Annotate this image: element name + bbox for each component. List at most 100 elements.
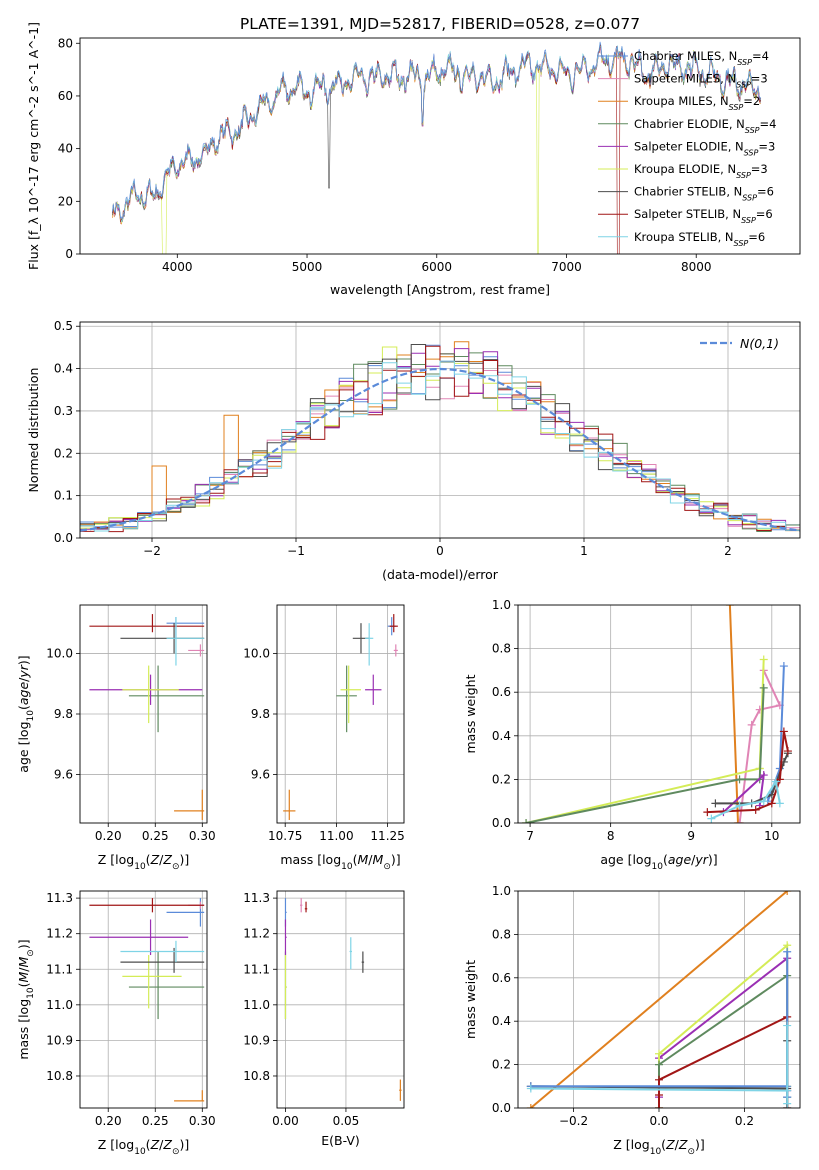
axes-frame — [276, 890, 405, 1109]
weight-marker-chabrier_elodie — [522, 819, 531, 823]
x-tick-label: 0.25 — [142, 1114, 169, 1128]
weight-marker-salpeter_stelib — [655, 1090, 663, 1099]
weight-line-chabrier_elodie — [525, 687, 765, 823]
errorbar-kroupa_elodie — [284, 955, 287, 1020]
label-part: ( — [16, 983, 31, 988]
errorbar-salpeter_miles — [299, 898, 303, 913]
weight-marker-kroupa_stelib — [783, 1099, 792, 1108]
weight-line-kroupa_stelib — [530, 1025, 789, 1104]
y-tick-label: 9.6 — [251, 768, 270, 782]
legend-text: Kroupa MILES, N — [634, 94, 729, 108]
x-tick-label: 0.30 — [189, 829, 216, 843]
label-part: 10 — [134, 1147, 146, 1157]
weight-marker-kroupa_miles — [733, 819, 742, 823]
x-tick-label: 5000 — [292, 260, 323, 274]
label-part: )] — [708, 852, 718, 867]
label-part: age — [668, 852, 692, 867]
errorbar-kroupa_stelib — [365, 623, 374, 666]
weight-marker-chabrier_elodie — [735, 775, 744, 784]
label-part: Z — [665, 1137, 675, 1152]
label-part: 10 — [26, 987, 36, 999]
axes-frame — [79, 37, 801, 255]
label-part: )] — [391, 852, 401, 867]
y-axis-label: mass weight — [463, 960, 478, 1039]
y-tick-label: 10.0 — [46, 646, 73, 660]
y-tick-label: 11.1 — [243, 962, 270, 976]
legend-label-chabrier_miles: Chabrier MILES, NSSP=4 — [634, 49, 769, 67]
y-tick-label: 11.2 — [243, 927, 270, 941]
label-part: ⊙ — [687, 1147, 695, 1157]
label-part: ( — [661, 1137, 666, 1152]
y-tick-label: 10.9 — [46, 1033, 73, 1047]
weight-marker-chabrier_elodie — [759, 683, 768, 692]
errorbar-salpeter_miles — [393, 644, 398, 657]
y-tick-label: 0.4 — [492, 729, 511, 743]
errorbar-kroupa_elodie — [122, 955, 182, 1009]
legend-text: Salpeter MILES, N — [634, 72, 736, 86]
legend-sub: SSP — [729, 103, 744, 112]
x-axis-label-ebv: E(B-V) — [321, 1133, 360, 1148]
label-part: / — [159, 1137, 164, 1152]
errorbar-kroupa_miles — [174, 1090, 205, 1102]
errorbar-salpeter_stelib — [389, 614, 398, 633]
ticks: −2 −1 0 1 2 0.0 0.1 0.2 0.3 0.4 0.5 — [54, 319, 732, 558]
legend-label-kroupa_elodie: Kroupa ELODIE, NSSP=3 — [634, 162, 768, 180]
y-tick-label: 10.8 — [243, 1069, 270, 1083]
errorbar-chabrier_miles — [166, 898, 205, 927]
legend-label-chabrier_stelib: Chabrier STELIB, NSSP=6 — [634, 185, 774, 203]
weight-marker-salpeter_stelib — [775, 775, 784, 784]
weight-line-kroupa_miles — [728, 605, 740, 823]
y-axis-label: mass weight — [463, 674, 478, 753]
label-part: yr — [16, 664, 31, 678]
label-part: / — [691, 852, 696, 867]
label-part: Z [log — [98, 852, 134, 867]
label-part: ( — [146, 1137, 151, 1152]
legend-sub: SSP — [736, 80, 751, 89]
errorbar-chabrier_elodie — [128, 665, 205, 733]
errorbar-chabrier_elodie — [336, 665, 357, 733]
plot-area — [80, 322, 800, 538]
label-part: mass [log — [16, 999, 31, 1060]
y-tick-label: 10.0 — [243, 646, 270, 660]
x-axis-label: wavelength [Angstrom, rest frame] — [330, 282, 550, 297]
legend-label-salpeter_stelib: Salpeter STELIB, NSSP=6 — [634, 207, 773, 225]
label-part: Z [log — [613, 1137, 649, 1152]
weight-marker-kroupa_miles — [783, 891, 792, 895]
label-part: ⊙ — [383, 862, 391, 872]
subplot-age-vs-Z: 0.20 0.25 0.309.69.810.0Z [log10(Z/Z⊙)]age… — [16, 604, 216, 872]
label-part: M — [16, 956, 31, 967]
label-part: 10 — [650, 1147, 662, 1157]
errorbar-kroupa_stelib — [120, 940, 205, 963]
weight-marker-salpeter_stelib — [703, 808, 712, 817]
plot-area — [277, 605, 404, 823]
y-tick-label: 0.1 — [54, 489, 73, 503]
y-axis-label: age [log10(age/yr)] — [16, 655, 36, 772]
y-tick-label: 10.9 — [243, 1033, 270, 1047]
ticks: 4000 5000 6000 7000 8000 0 20 40 60 80 — [58, 36, 712, 274]
errorbar-salpeter_stelib — [89, 614, 205, 633]
y-axis-label: Normed distribution — [26, 368, 41, 493]
label-part: )] — [695, 1137, 705, 1152]
legend-text: Kroupa ELODIE, N — [634, 162, 736, 176]
y-tick-label: 0.5 — [54, 319, 73, 333]
weight-marker-kroupa_miles — [725, 605, 734, 609]
legend-text: Salpeter ELODIE, N — [634, 139, 744, 153]
weight-line-kroupa_miles — [530, 891, 788, 1108]
y-tick-label: 11.3 — [243, 891, 270, 905]
y-tick-label: 0.6 — [492, 971, 511, 985]
legend-text: Chabrier MILES, N — [634, 49, 737, 63]
y-tick-label: 11.0 — [46, 998, 73, 1012]
legend-text: =6 — [748, 230, 765, 244]
weight-marker-kroupa_stelib — [759, 797, 768, 806]
weight-marker-kroupa_stelib — [735, 801, 744, 810]
y-tick-label: 0.2 — [54, 446, 73, 460]
y-tick-label: 0.3 — [54, 404, 73, 418]
axes-frame — [79, 604, 208, 824]
y-tick-label: 0 — [65, 247, 73, 261]
weight-marker-kroupa_miles — [526, 1104, 535, 1108]
label-part: / — [16, 677, 31, 682]
axes-frame — [79, 890, 208, 1109]
spectrum-line-chabrier_miles — [112, 41, 762, 220]
x-tick-label: 0.20 — [95, 1114, 122, 1128]
label-part: ⊙ — [172, 862, 180, 872]
